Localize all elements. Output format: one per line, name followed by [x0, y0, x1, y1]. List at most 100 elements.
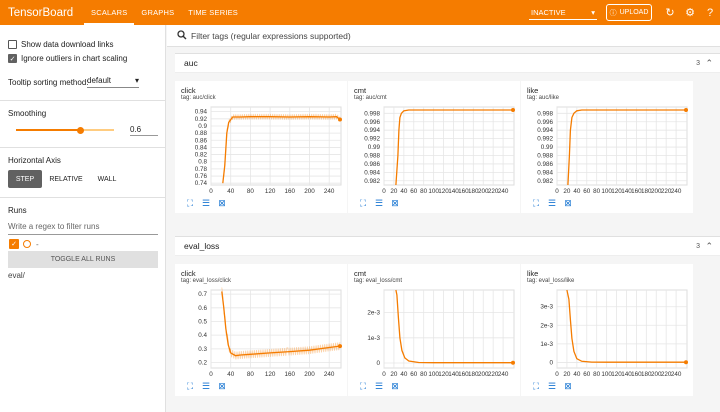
chevron-up-icon[interactable]: ⌃ [705, 57, 713, 68]
series-raw-line [222, 113, 341, 181]
x-tick-label: 180 [468, 371, 479, 378]
fullscreen-icon[interactable]: ⛶ [186, 381, 194, 391]
y-tick-label: 0.88 [195, 130, 208, 137]
show-download-links-option[interactable]: Show data download links [8, 40, 114, 49]
x-tick-label: 180 [641, 188, 652, 195]
tag-group-name: eval_loss [184, 241, 220, 251]
y-tick-label: 0.998 [364, 110, 380, 117]
fit-domain-icon[interactable]: ⊠ [564, 198, 572, 208]
y-tick-label: 0.996 [364, 119, 380, 126]
x-tick-label: 20 [390, 188, 398, 195]
fullscreen-icon[interactable]: ⛶ [532, 381, 540, 391]
data-table-icon[interactable]: ☰ [547, 381, 557, 391]
fit-domain-icon[interactable]: ⊠ [564, 381, 572, 391]
tab-time-series[interactable]: TIME SERIES [188, 8, 239, 17]
data-table-icon[interactable]: ☰ [201, 198, 211, 208]
download-links-checkbox[interactable] [8, 40, 17, 49]
x-tick-label: 80 [247, 371, 255, 378]
run-color-circle-icon[interactable] [23, 240, 31, 248]
runs-filter-input[interactable]: Write a regex to filter runs [8, 222, 158, 235]
upload-button[interactable]: ⓘ UPLOAD [606, 4, 652, 21]
x-tick-label: 240 [498, 371, 509, 378]
toggle-all-runs-button[interactable]: TOGGLE ALL RUNS [8, 251, 158, 268]
download-links-label: Show data download links [21, 40, 114, 49]
axis-wall-button[interactable]: WALL [97, 175, 117, 183]
fit-domain-icon[interactable]: ⊠ [391, 198, 399, 208]
x-tick-label: 100 [601, 188, 612, 195]
x-tick-label: 40 [227, 371, 235, 378]
tooltip-sorting-label: Tooltip sorting method: [8, 78, 89, 87]
chart-plot[interactable]: 0.740.760.780.80.820.840.860.880.90.920.… [175, 103, 347, 199]
help-icon[interactable]: ? [706, 6, 714, 19]
x-tick-label: 0 [555, 188, 559, 195]
tab-graphs[interactable]: GRAPHS [141, 8, 175, 17]
divider [0, 197, 166, 198]
series-line [221, 291, 341, 357]
chart-plot[interactable]: 0 1e-3 2e-3 3e-3 0 20 40 60 80 100 120 140 160 180 200… [521, 286, 693, 382]
y-tick-label: 0.986 [364, 161, 380, 168]
divider [0, 100, 166, 101]
data-table-icon[interactable]: ☰ [374, 381, 384, 391]
chart-actions: ⛶ ☰ ⊠ [531, 198, 573, 208]
tag-group-auc-header[interactable]: auc 3 ⌃ [175, 53, 720, 73]
x-tick-label: 80 [593, 371, 601, 378]
axis-step-button[interactable]: STEP [8, 170, 42, 188]
fullscreen-icon[interactable]: ⛶ [359, 198, 367, 208]
x-tick-label: 240 [324, 371, 335, 378]
x-tick-label: 60 [583, 371, 591, 378]
x-tick-label: 220 [488, 371, 499, 378]
data-table-icon[interactable]: ☰ [201, 381, 211, 391]
tag-filter-bar[interactable]: Filter tags (regular expressions support… [167, 25, 720, 47]
upload-label: UPLOAD [619, 9, 649, 16]
x-tick-label: 140 [621, 371, 632, 378]
smoothing-slider-fill [16, 129, 80, 131]
series-end-point [684, 107, 689, 112]
ignore-outliers-option[interactable]: ✓ Ignore outliers in chart scaling [8, 54, 127, 63]
x-tick-label: 60 [410, 371, 418, 378]
divider [0, 147, 166, 148]
x-tick-label: 40 [227, 188, 235, 195]
x-tick-label: 0 [209, 188, 213, 195]
x-tick-label: 120 [611, 188, 622, 195]
plugin-status-value: INACTIVE [531, 7, 566, 17]
fit-domain-icon[interactable]: ⊠ [218, 198, 226, 208]
fit-domain-icon[interactable]: ⊠ [391, 381, 399, 391]
x-tick-label: 40 [573, 371, 581, 378]
chevron-up-icon[interactable]: ⌃ [705, 240, 713, 251]
y-tick-label: 0.76 [195, 173, 208, 180]
y-tick-label: 3e-3 [540, 304, 553, 311]
tag-filter-input[interactable]: Filter tags (regular expressions support… [191, 30, 351, 41]
run-checkbox[interactable]: ✓ [9, 239, 19, 249]
fit-domain-icon[interactable]: ⊠ [218, 381, 226, 391]
fullscreen-icon[interactable]: ⛶ [532, 198, 540, 208]
tag-group-name: auc [184, 58, 198, 68]
y-tick-label: 0.996 [537, 119, 553, 126]
tooltip-sorting-select[interactable]: default ▾ [87, 76, 139, 88]
y-tick-label: 0.984 [537, 169, 553, 176]
x-tick-label: 220 [661, 188, 672, 195]
series-end-point [338, 117, 343, 122]
fullscreen-icon[interactable]: ⛶ [186, 198, 194, 208]
y-tick-label: 0.982 [537, 178, 553, 185]
chart-plot[interactable]: 0 1e-3 2e-3 0 20 40 60 80 100 120 140 160 180 200 220 2… [348, 286, 520, 382]
chart-tag: tag: eval_loss/like [527, 278, 575, 284]
settings-gear-icon[interactable]: ⚙ [685, 7, 695, 19]
smoothing-value-input[interactable]: 0.6 [130, 125, 158, 136]
chart-actions: ⛶ ☰ ⊠ [358, 198, 400, 208]
tag-group-eval-loss-header[interactable]: eval_loss 3 ⌃ [175, 236, 720, 256]
chart-tag: tag: auc/cmt [354, 95, 387, 101]
smoothing-slider-handle[interactable] [77, 126, 84, 134]
tab-scalars[interactable]: SCALARS [84, 0, 135, 25]
y-tick-label: 0.4 [198, 332, 207, 339]
data-table-icon[interactable]: ☰ [374, 198, 384, 208]
x-tick-label: 160 [631, 188, 642, 195]
data-table-icon[interactable]: ☰ [547, 198, 557, 208]
fullscreen-icon[interactable]: ⛶ [359, 381, 367, 391]
plugin-status-select[interactable]: INACTIVE ▾ [529, 6, 597, 20]
chart-plot[interactable]: 0.2 0.3 0.4 0.5 0.6 0.7 0 40 80 120 160 200 240 [175, 286, 347, 382]
ignore-outliers-checkbox[interactable]: ✓ [8, 54, 17, 63]
axis-relative-button[interactable]: RELATIVE [49, 175, 83, 183]
reload-icon[interactable]: ↻ [665, 7, 675, 19]
